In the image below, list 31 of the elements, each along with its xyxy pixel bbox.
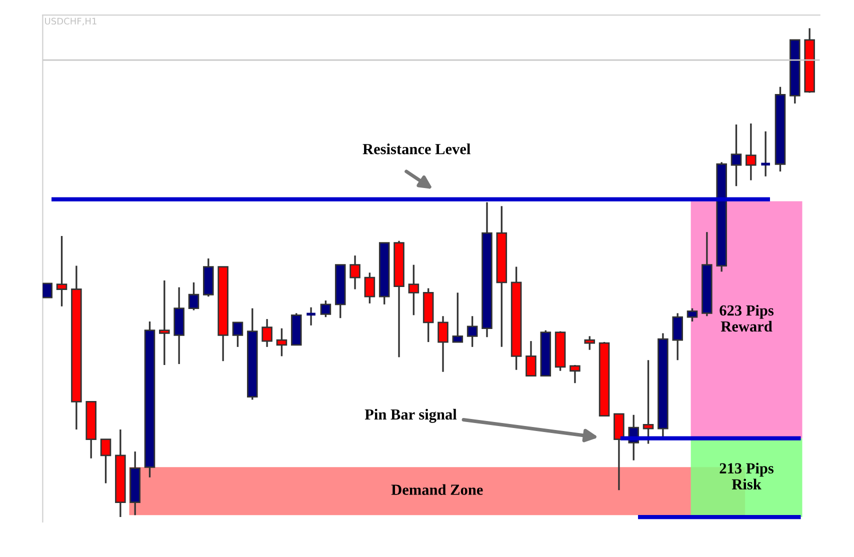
band-label: 623 Pips Reward (720, 304, 774, 332)
candlestick (746, 122, 756, 182)
band-label: 213 Pips Risk (720, 462, 774, 490)
ref-line-label: Resistance Level (362, 144, 470, 154)
candlestick (408, 264, 420, 316)
candlestick (686, 307, 698, 322)
band-label: Demand Zone (391, 484, 483, 495)
candlestick (570, 364, 580, 384)
candlestick (56, 235, 68, 308)
candlestick (276, 328, 288, 358)
candlestick (364, 272, 376, 304)
candlestick (526, 340, 536, 377)
candlestick (305, 306, 317, 326)
candlestick (42, 282, 52, 298)
candlestick (642, 359, 654, 445)
candlestick (466, 315, 478, 348)
candlestick (232, 322, 244, 348)
candlestick (262, 318, 272, 348)
chart-title: USDCHF,H1 (45, 18, 96, 26)
candlestick (320, 300, 332, 318)
candlestick (100, 438, 112, 484)
candlestick (350, 254, 360, 290)
candlestick (452, 292, 464, 343)
candlestick (760, 130, 772, 178)
candlestick (188, 282, 200, 312)
candlestick (730, 124, 742, 187)
candlestick (159, 280, 170, 366)
annotation: Pin Bar signal (364, 408, 457, 423)
candlestick (438, 315, 448, 373)
candlestick (672, 312, 683, 361)
candlestick (584, 335, 596, 351)
